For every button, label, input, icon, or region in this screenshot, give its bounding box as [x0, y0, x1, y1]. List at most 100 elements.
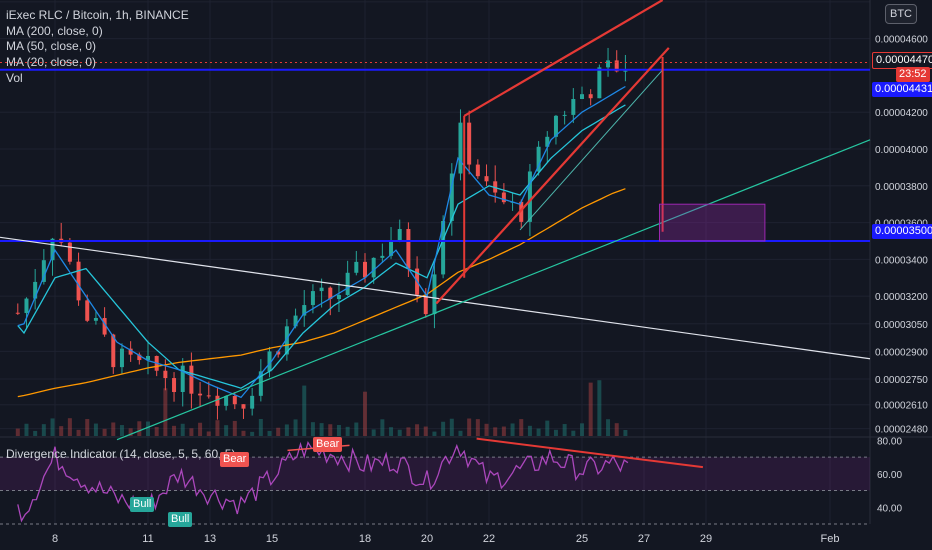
- wedge-lower-line: [435, 47, 670, 305]
- grid-lines: [0, 0, 932, 524]
- candle-body: [562, 114, 567, 116]
- candle-body: [467, 122, 472, 165]
- candle-body: [580, 94, 584, 100]
- time-tick-label: Feb: [821, 533, 840, 545]
- time-tick-label: 20: [421, 533, 433, 545]
- candle-body: [380, 255, 385, 258]
- volume-bar: [449, 418, 454, 436]
- volume-bar: [519, 419, 524, 436]
- price-tick-label: 0.00004600: [875, 35, 928, 46]
- volume-bar: [172, 425, 177, 436]
- price-tick-label: 0.00002750: [875, 375, 928, 386]
- volume-bar: [189, 428, 194, 436]
- price-tick-label: 0.00002480: [875, 425, 928, 436]
- candle-body: [519, 201, 524, 222]
- volume-bar: [475, 419, 480, 436]
- volume-bar: [432, 431, 437, 436]
- time-tick-label: 8: [52, 533, 58, 545]
- candle-body: [258, 371, 263, 396]
- volume-bar: [345, 426, 350, 436]
- candle-body: [458, 122, 463, 174]
- volume-bar: [510, 423, 515, 436]
- candle-body: [493, 181, 498, 193]
- downtrend-line: [0, 236, 871, 360]
- volume-bar: [302, 385, 307, 436]
- price-tick-label: 0.00002610: [875, 401, 928, 412]
- volume-bar: [24, 423, 29, 436]
- volume-bar: [241, 430, 246, 436]
- volume-bar: [423, 426, 428, 436]
- osc-tick-label: 40.00: [877, 503, 902, 514]
- volume-bar: [545, 420, 550, 436]
- volume-bar: [310, 422, 315, 436]
- candle-body: [85, 300, 90, 321]
- time-tick-label: 27: [638, 533, 650, 545]
- volume-bar: [493, 427, 498, 436]
- candle-body: [484, 176, 489, 182]
- volume-bar: [111, 422, 116, 436]
- volume-bar: [319, 423, 324, 436]
- candle-body: [328, 287, 333, 300]
- volume-legend[interactable]: Vol: [6, 71, 23, 85]
- volume-bar: [284, 424, 289, 436]
- candle-body: [93, 317, 98, 321]
- wedge-upper-line: [463, 0, 664, 117]
- moving-average-lines: [17, 85, 626, 399]
- drawing-tools: [0, 0, 871, 441]
- candle-body: [33, 281, 38, 299]
- volume-bar: [163, 388, 168, 436]
- price-tick-label: 0.00002900: [875, 347, 928, 358]
- ma200-legend[interactable]: MA (200, close, 0): [6, 24, 103, 38]
- ma50-line: [17, 104, 626, 389]
- candle-body: [215, 395, 220, 406]
- candle-body: [111, 334, 116, 368]
- divergence-indicator-title[interactable]: Divergence Indicator (14, close, 5, 5, 6…: [6, 447, 236, 461]
- candle-body: [189, 365, 194, 394]
- volume-bar: [458, 430, 463, 436]
- target-zone-box: [659, 203, 766, 242]
- candle-body: [397, 229, 402, 241]
- candle-body: [475, 164, 480, 177]
- candle-body: [302, 305, 307, 316]
- candle-body: [102, 317, 107, 335]
- currency-badge[interactable]: BTC: [885, 4, 917, 24]
- candle-body: [345, 272, 350, 295]
- candle-body: [363, 261, 367, 278]
- candle-body: [15, 312, 20, 314]
- volume-bar: [232, 420, 237, 436]
- candle-body: [571, 99, 576, 115]
- price-tick-label: 0.00003800: [875, 182, 928, 193]
- volume-bar: [215, 420, 220, 436]
- volume-bar: [328, 424, 333, 436]
- candle-body: [128, 348, 133, 355]
- ma20-legend[interactable]: MA (20, close, 0): [6, 55, 97, 69]
- candle-body: [41, 260, 46, 282]
- volume-bar: [536, 428, 541, 436]
- candle-body: [224, 395, 229, 406]
- volume-bar: [67, 418, 72, 436]
- time-tick-label: 29: [700, 533, 712, 545]
- level-bottom-tag: 0.00003500: [872, 224, 932, 239]
- volume-bar: [623, 429, 628, 436]
- ma50-legend[interactable]: MA (50, close, 0): [6, 39, 97, 53]
- volume-bar: [137, 421, 142, 436]
- time-tick-label: 15: [266, 533, 278, 545]
- volume-bar: [15, 428, 20, 436]
- candle-body: [250, 395, 255, 409]
- price-tick-label: 0.00003200: [875, 292, 928, 303]
- volume-bar: [250, 431, 255, 436]
- candle-body: [284, 326, 289, 355]
- volume-bar: [85, 419, 90, 436]
- osc-band: [0, 457, 870, 491]
- candle-body: [146, 355, 150, 361]
- candle-body: [267, 351, 272, 372]
- price-tick-label: 0.00004000: [875, 145, 928, 156]
- bear-signal-1: Bear: [313, 437, 343, 452]
- ma20-line: [17, 85, 626, 399]
- volume-bar: [415, 424, 420, 436]
- volume-bar: [571, 430, 576, 436]
- candle-body: [276, 351, 281, 355]
- candle-body: [501, 192, 506, 203]
- candle-body: [24, 298, 29, 314]
